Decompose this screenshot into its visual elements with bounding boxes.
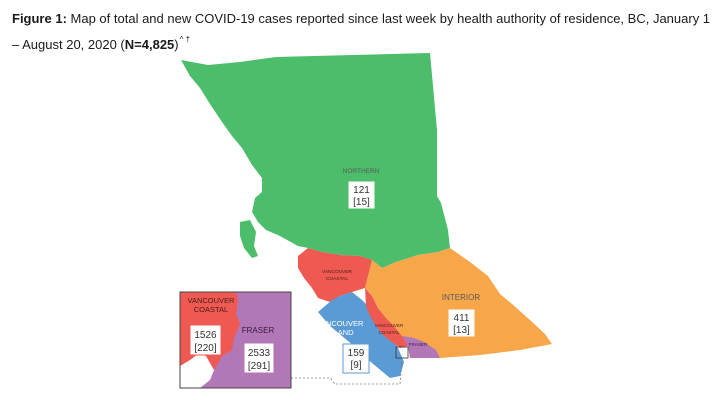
value-box-northern: 121 [15]: [347, 180, 376, 210]
northern-total: 121: [353, 185, 370, 196]
vancouver-coastal-new: [220]: [194, 343, 216, 354]
region-northern-haida-gwaii: [240, 220, 258, 258]
value-box-interior: 411 [13]: [447, 308, 476, 338]
label-vancouver-island-2: ISLAND: [326, 328, 354, 337]
figure-title-close: ): [174, 37, 179, 52]
region-vancouver-island: [318, 292, 404, 378]
inset-border: [179, 291, 292, 389]
value-box-vancouver-island: 159 [9]: [342, 343, 370, 374]
region-northern: [181, 53, 450, 268]
label-inset-vancouver-coastal-1: VANCOUVER: [188, 296, 236, 305]
label-vancouver-coastal-north-1: VANCOUVER: [322, 269, 353, 275]
label-vancouver-coastal-south-1: VANCOUVER: [375, 323, 404, 328]
figure-title: Map of total and new COVID-19 cases repo…: [12, 11, 711, 52]
fraser-total: 2533: [248, 348, 271, 359]
region-vancouver-coastal-south: [365, 288, 408, 348]
inset-water: [180, 354, 214, 388]
value-box-fraser: 2533 [291]: [243, 342, 275, 374]
figure-total: N=4,825: [124, 37, 175, 52]
interior-new: [13]: [453, 325, 470, 336]
figure-footnote-marks: ^ †: [179, 35, 191, 44]
figure-caption: Figure 1: Map of total and new COVID-19 …: [12, 8, 717, 55]
interior-total: 411: [454, 313, 470, 324]
figure-label: Figure 1:: [12, 11, 67, 26]
label-vancouver-coastal-south-2: COASTAL: [378, 330, 400, 335]
northern-new: [15]: [353, 197, 370, 208]
vancouver-island-new: [9]: [350, 360, 361, 371]
vancouver-island-total: 159: [348, 348, 365, 359]
label-inset-vancouver-coastal-2: COASTAL: [194, 305, 228, 314]
label-vancouver-coastal-north-2: COASTAL: [326, 276, 348, 282]
region-vancouver-coastal-north: [298, 248, 372, 302]
region-interior: [365, 248, 552, 358]
label-inset-fraser: FRASER: [242, 326, 275, 335]
inset-locator-box: [395, 346, 409, 359]
fraser-new: [291]: [248, 361, 270, 372]
value-box-vancouver-coastal: 1526 [220]: [189, 324, 222, 356]
label-fraser-main: FRASER: [409, 342, 428, 347]
vancouver-coastal-total: 1526: [194, 330, 217, 341]
label-northern: NORTHERN: [343, 168, 380, 175]
region-fraser: [402, 336, 440, 358]
label-interior: INTERIOR: [442, 293, 480, 302]
inset-leader-line: [291, 361, 403, 385]
label-vancouver-island-1: VANCOUVER: [317, 319, 365, 328]
